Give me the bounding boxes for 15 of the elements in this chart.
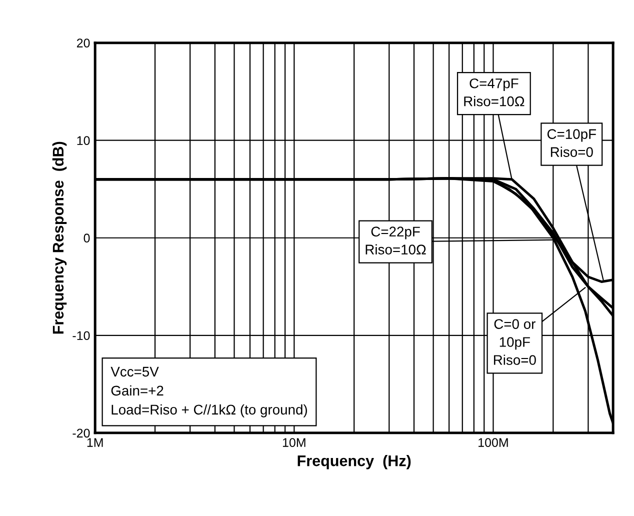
x-tick-label: 100M xyxy=(478,438,508,447)
y-tick-label: 0 xyxy=(84,234,90,243)
annotation: C=0 or 10pF Riso=0 xyxy=(494,319,536,365)
y-tick-label: 20 xyxy=(76,38,90,48)
y-tick-label: -10 xyxy=(72,331,90,340)
annotation: C=47pF Riso=10Ω xyxy=(464,78,524,106)
annotation: C=10pF Riso=0 xyxy=(547,129,596,157)
y-tick-label: -20 xyxy=(72,428,90,438)
annotation: Vcc=5V Gain=+2 Load=Riso + C//1kΩ (to ground) xyxy=(110,366,307,418)
annotation: C=22pF Riso=10Ω xyxy=(366,226,426,254)
x-axis-title: Frequency (Hz) xyxy=(298,454,411,470)
x-tick-label: 10M xyxy=(282,438,306,447)
y-axis-title: Frequency Response (dB) xyxy=(52,142,67,334)
x-tick-label: 1M xyxy=(87,438,103,447)
y-tick-label: 10 xyxy=(77,136,90,146)
